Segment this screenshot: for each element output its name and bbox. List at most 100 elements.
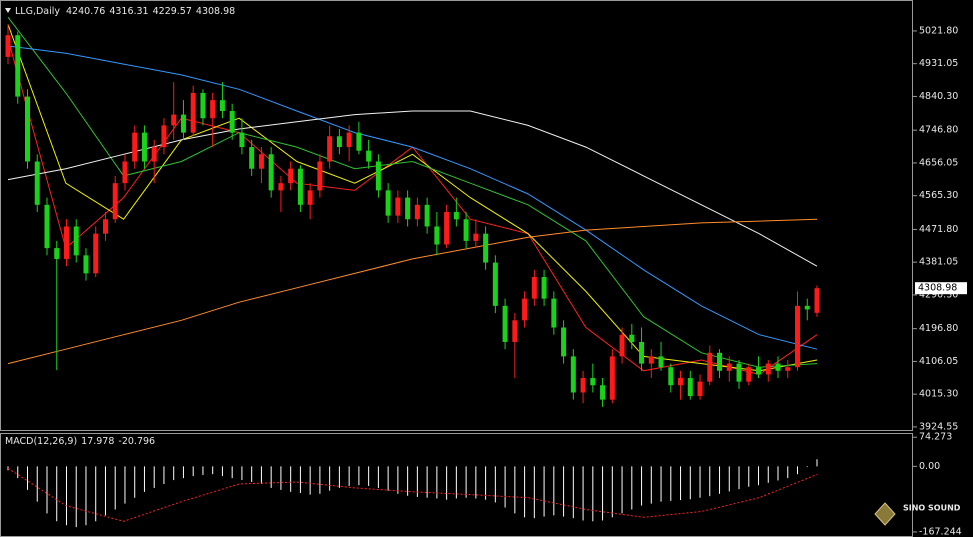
moving-average [7, 45, 818, 350]
y-tick-label: 4565.30 [919, 190, 958, 201]
signal-line [7, 467, 818, 522]
candle-body [34, 161, 40, 205]
candle-body [219, 100, 225, 111]
candle-body [658, 356, 664, 368]
header-text: LLG,Daily 4240.76 4316.31 4229.57 4308.98 [15, 6, 235, 17]
moving-average [7, 218, 818, 365]
candle-body [375, 161, 381, 191]
candle-body [93, 233, 99, 274]
candle-body [190, 92, 196, 133]
candle-body [73, 226, 79, 256]
candle-body [765, 363, 771, 375]
candle-body [453, 212, 459, 220]
candle-body [434, 226, 440, 245]
candle-body [395, 197, 401, 216]
candle-body [785, 367, 791, 371]
y-tick-label: 4381.05 [919, 257, 958, 268]
logo-text: SINO SOUND [903, 504, 961, 513]
high: 4316.31 [109, 6, 148, 17]
y-tick-label: 4471.80 [919, 224, 958, 235]
y-tick-label: 4931.05 [919, 58, 958, 69]
candle-body [492, 262, 498, 306]
candle-body [171, 114, 177, 126]
candle-body [483, 233, 489, 263]
candle-body [278, 183, 284, 191]
candle-body [288, 168, 294, 184]
candle-body [54, 248, 60, 259]
candle-body [210, 100, 216, 119]
candle-body [473, 233, 479, 241]
macd-header: MACD(12,26,9) 17.978 -20.796 [5, 436, 155, 447]
candle-body [356, 132, 362, 151]
candle-body [463, 219, 469, 241]
candle-body [619, 334, 625, 357]
y-tick-label: 4746.80 [919, 125, 958, 136]
candle-body [327, 136, 333, 162]
y-tick-label: 4196.80 [919, 323, 958, 334]
candle-body [687, 378, 693, 397]
candle-body [161, 125, 167, 148]
candle-body [405, 197, 411, 220]
candle-body [122, 161, 128, 184]
candle-body [83, 255, 89, 274]
y-tick-label: 4840.30 [919, 91, 958, 102]
candle-body [580, 378, 586, 393]
close: 4308.98 [196, 6, 235, 17]
candle-body [63, 226, 69, 259]
signal-value: -20.796 [118, 436, 155, 447]
y-tick-label: 0.00 [919, 461, 940, 472]
y-tick-label: -167.244 [919, 526, 962, 537]
y-tick-label: 74.273 [919, 432, 952, 443]
candle-body [15, 35, 21, 97]
candle-body [44, 204, 50, 249]
candle-body [522, 298, 528, 321]
symbol: LLG,Daily [15, 6, 60, 17]
candle-body [668, 367, 674, 386]
macd-name: MACD(12,26,9) [5, 436, 77, 447]
candle-body [639, 341, 645, 364]
candle-body [200, 92, 206, 119]
low: 4229.57 [153, 6, 192, 17]
candle-body [5, 35, 11, 57]
candle-body [756, 367, 762, 375]
candle-body [512, 320, 518, 342]
y-tick-label: 4290.30 [919, 289, 958, 300]
candle-body [297, 168, 303, 205]
candle-body [268, 154, 274, 191]
candle-body [258, 154, 264, 169]
candle-body [336, 136, 342, 148]
candle-body [239, 132, 245, 148]
candle-body [795, 305, 801, 368]
candle-body [346, 132, 352, 148]
candle-body [180, 114, 186, 133]
candle-body [561, 327, 567, 357]
candle-body [249, 147, 255, 169]
candle-body [707, 352, 713, 382]
candle-body [590, 378, 596, 386]
y-tick-label: 4656.05 [919, 157, 958, 168]
candle-body [717, 352, 723, 371]
candle-body [385, 190, 391, 216]
y-tick-label: 4106.05 [919, 356, 958, 367]
candle-body [814, 288, 820, 313]
candle-body [697, 381, 703, 397]
candle-body [424, 204, 430, 227]
candle-body [570, 356, 576, 393]
candle-body [726, 363, 732, 371]
candle-body [307, 190, 313, 205]
candle-body [736, 363, 742, 382]
candle-body [648, 356, 654, 364]
y-tick-label: 5021.80 [919, 25, 958, 36]
symbol-arrow [5, 8, 11, 13]
candle-body [531, 276, 537, 299]
candle-body [24, 96, 30, 162]
logo: SINO SOUND [874, 502, 961, 526]
candle-body [132, 132, 138, 162]
logo-mark [874, 502, 896, 526]
candle-body [629, 334, 635, 342]
candle-body [414, 204, 420, 220]
candle-body [366, 150, 372, 162]
candle-body [541, 276, 547, 299]
